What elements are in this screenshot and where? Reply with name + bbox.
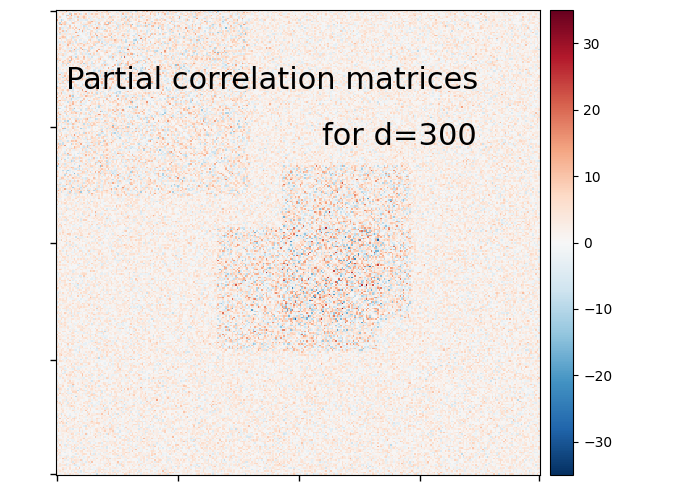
Text: for d=300: for d=300 [322, 122, 477, 150]
Text: Partial correlation matrices: Partial correlation matrices [66, 66, 478, 95]
